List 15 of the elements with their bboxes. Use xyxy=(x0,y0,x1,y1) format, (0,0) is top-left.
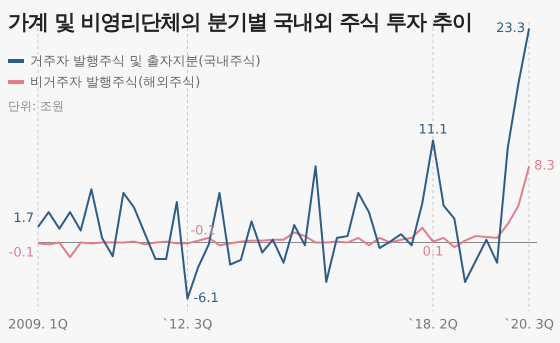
chart-title: 가계 및 비영리단체의 분기별 국내외 주식 투자 추이 xyxy=(8,9,472,36)
annotation: 단위: 조원 xyxy=(8,98,64,115)
data-label: -6.1 xyxy=(193,290,219,306)
data-label: 11.1 xyxy=(418,122,448,138)
data-label: 1.7 xyxy=(13,210,34,226)
legend-label: 비거주자 발행주식(해외주식) xyxy=(30,74,200,90)
data-label: 23.3 xyxy=(496,20,526,36)
x-tick-label: `20. 3Q xyxy=(504,318,554,333)
legend-label: 거주자 발행주식 및 출자지분(국내주식) xyxy=(30,52,261,70)
x-tick-label: 2009. 1Q xyxy=(8,318,68,333)
data-label: 8.3 xyxy=(534,158,555,174)
data-label: -0.1 xyxy=(8,245,34,260)
x-tick-label: `18. 2Q xyxy=(408,318,458,333)
data-label: 0.1 xyxy=(422,244,444,260)
x-tick-label: `12. 3Q xyxy=(162,318,212,333)
